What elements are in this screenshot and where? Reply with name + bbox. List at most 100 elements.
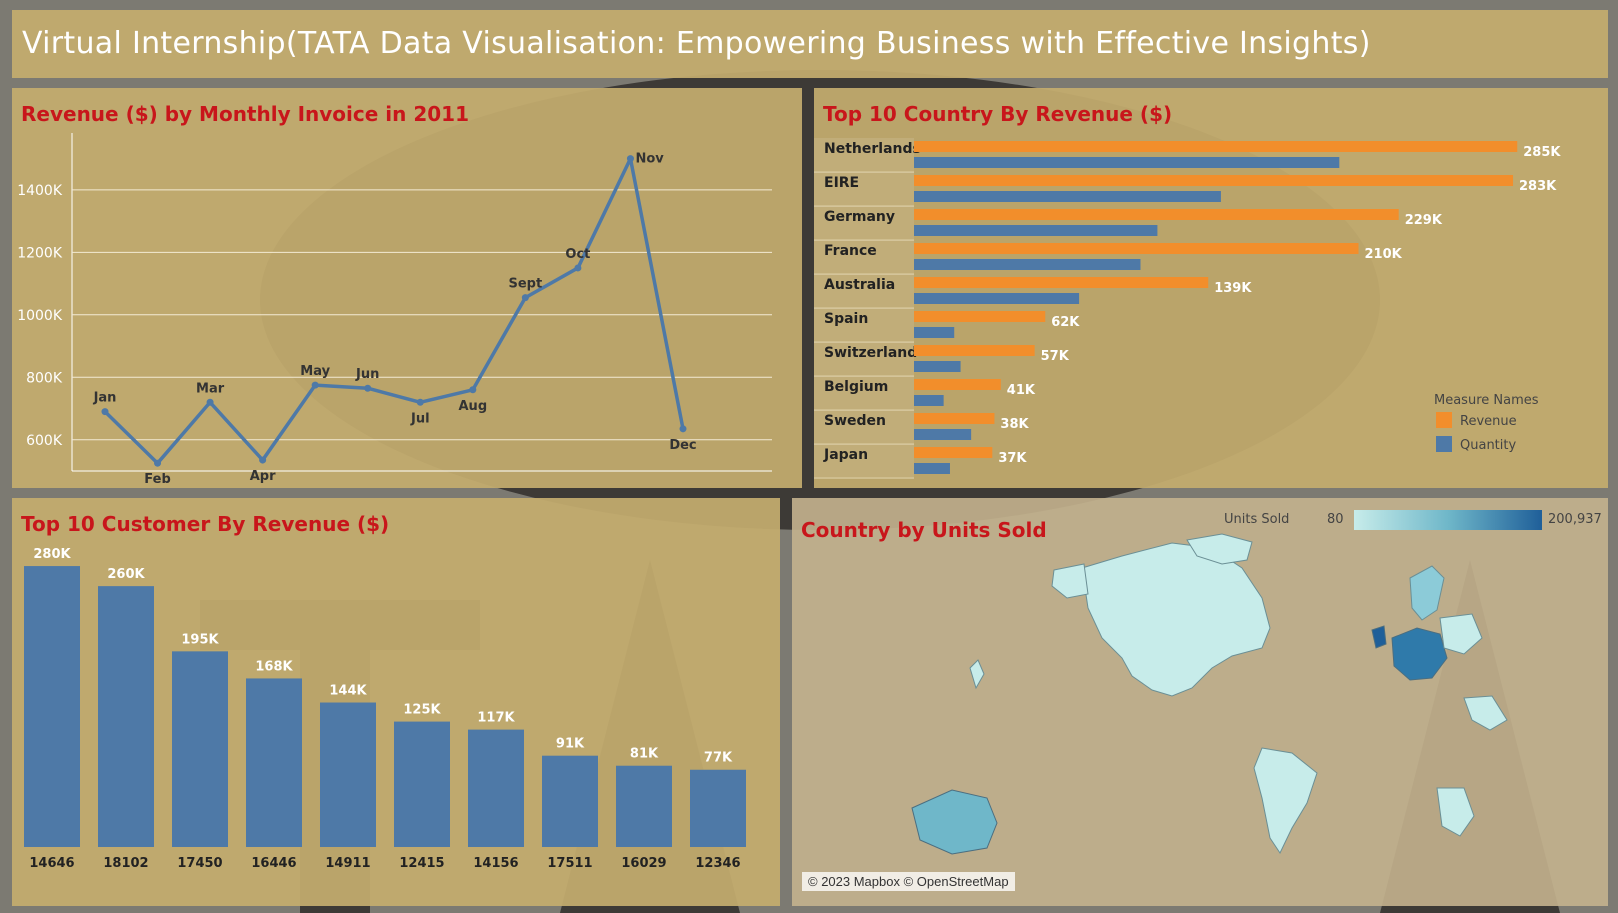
- revenue-bar: [914, 413, 995, 424]
- world-map[interactable]: [792, 498, 1608, 906]
- customer-revenue-panel: Top 10 Customer By Revenue ($) 280K 14646…: [12, 498, 780, 906]
- month-label: Feb: [144, 472, 170, 487]
- customer-bar-label: 81K: [630, 747, 659, 762]
- quantity-bar: [914, 191, 1221, 202]
- revenue-bar-label: 38K: [1000, 417, 1029, 432]
- dashboard-header: Virtual Internship(TATA Data Visualisati…: [12, 10, 1608, 78]
- country-row-header: [814, 410, 914, 443]
- customer-id-label: 16446: [251, 856, 296, 871]
- legend-revenue-swatch: [1436, 412, 1452, 428]
- map-eastern-europe: [1439, 613, 1483, 655]
- revenue-bar-label: 139K: [1214, 281, 1252, 296]
- customer-bar: [24, 566, 80, 847]
- month-label: Oct: [565, 247, 590, 262]
- customer-id-label: 14646: [29, 856, 74, 871]
- country-row-header: [814, 308, 914, 341]
- map-australia: [911, 789, 998, 855]
- revenue-bar: [914, 209, 1399, 220]
- month-label: Nov: [635, 152, 664, 167]
- customer-bar: [98, 586, 154, 847]
- map-scandinavia: [1409, 565, 1445, 621]
- units-map-title: Country by Units Sold: [801, 518, 1047, 542]
- country-label: Belgium: [824, 379, 888, 395]
- data-point: [416, 398, 424, 406]
- data-point: [101, 408, 109, 416]
- data-point: [206, 398, 214, 406]
- map-southern-africa: [1436, 787, 1475, 837]
- customer-bar: [616, 765, 672, 847]
- customer-bar: [394, 721, 450, 847]
- quantity-bar: [914, 463, 950, 474]
- revenue-bar-label: 229K: [1405, 213, 1443, 228]
- customer-id-label: 16029: [621, 856, 666, 871]
- units-map-panel: Country by Units Sold Units Sold 80 200,…: [792, 498, 1608, 906]
- country-row-header: [814, 240, 914, 273]
- monthly-revenue-chart: 600K 800K 1000K 1200K 1400K Jan Feb Mar Apr May Ju…: [17, 133, 772, 487]
- country-row-header: [814, 206, 914, 239]
- country-label: Australia: [824, 277, 895, 293]
- quantity-bar: [914, 157, 1340, 168]
- monthly-revenue-title: Revenue ($) by Monthly Invoice in 2011: [21, 102, 469, 126]
- units-legend-gradient: [1354, 510, 1542, 530]
- map-greenland: [1186, 533, 1253, 565]
- country-label: Netherlands: [824, 141, 921, 157]
- customer-bar-label: 260K: [107, 567, 145, 582]
- units-legend-min: 80: [1327, 512, 1344, 527]
- map-middle-east: [1463, 695, 1508, 731]
- month-label: Apr: [250, 469, 276, 484]
- customer-bar: [690, 769, 746, 847]
- legend-title: Measure Names: [1434, 393, 1539, 408]
- customer-bar: [172, 651, 228, 847]
- country-label: Sweden: [824, 413, 886, 429]
- month-label: Dec: [669, 438, 696, 453]
- revenue-bar-label: 62K: [1051, 315, 1080, 330]
- data-point: [259, 456, 267, 464]
- map-attribution[interactable]: © 2023 Mapbox © OpenStreetMap: [802, 872, 1015, 891]
- data-point: [626, 155, 634, 163]
- units-legend-title: Units Sold: [1224, 512, 1290, 527]
- month-label: Sept: [509, 277, 543, 292]
- revenue-bar-label: 285K: [1523, 145, 1561, 160]
- data-point: [311, 381, 319, 389]
- country-label: Switzerland: [824, 345, 917, 361]
- customer-bar-label: 168K: [255, 659, 293, 674]
- monthly-revenue-panel: Revenue ($) by Monthly Invoice in 2011 6…: [12, 88, 802, 488]
- country-label: Spain: [824, 311, 868, 327]
- country-label: Germany: [824, 209, 895, 225]
- country-row-header: [814, 274, 914, 307]
- country-revenue-panel: Top 10 Country By Revenue ($) Netherland…: [814, 88, 1608, 488]
- data-point: [364, 384, 372, 392]
- country-label: Japan: [823, 447, 868, 463]
- country-row-header: [814, 172, 914, 205]
- revenue-bar-label: 37K: [998, 451, 1027, 466]
- map-alaska: [1051, 563, 1089, 599]
- revenue-bar: [914, 311, 1046, 322]
- quantity-bar: [914, 293, 1080, 304]
- country-revenue-title: Top 10 Country By Revenue ($): [823, 102, 1173, 126]
- dashboard-title: Virtual Internship(TATA Data Visualisati…: [22, 26, 1371, 61]
- y-tick-label: 1400K: [17, 183, 63, 199]
- quantity-bar: [914, 327, 955, 338]
- revenue-bar: [914, 447, 993, 458]
- customer-bar-label: 195K: [181, 632, 219, 647]
- legend-quantity-swatch: [1436, 436, 1452, 452]
- country-revenue-chart: Netherlands 285K EIRE 283K Germany 229K France…: [814, 138, 1561, 479]
- y-tick-label: 1000K: [17, 308, 63, 324]
- customer-id-label: 12415: [399, 856, 444, 871]
- revenue-bar-label: 283K: [1519, 179, 1557, 194]
- data-point: [521, 294, 529, 302]
- quantity-bar: [914, 361, 961, 372]
- customer-revenue-chart: 280K 14646 260K 18102 195K 17450 168K 16446 144K…: [24, 547, 746, 871]
- country-row-header: [814, 444, 914, 477]
- month-label: May: [300, 364, 330, 379]
- revenue-bar: [914, 243, 1359, 254]
- customer-bar: [320, 702, 376, 847]
- country-row-header: [814, 376, 914, 409]
- country-label: EIRE: [824, 175, 859, 191]
- country-label: France: [824, 243, 877, 259]
- customer-id-label: 12346: [695, 856, 740, 871]
- customer-bar-label: 125K: [403, 703, 441, 718]
- revenue-bar: [914, 141, 1518, 152]
- month-label: Jul: [410, 411, 430, 426]
- quantity-bar: [914, 395, 944, 406]
